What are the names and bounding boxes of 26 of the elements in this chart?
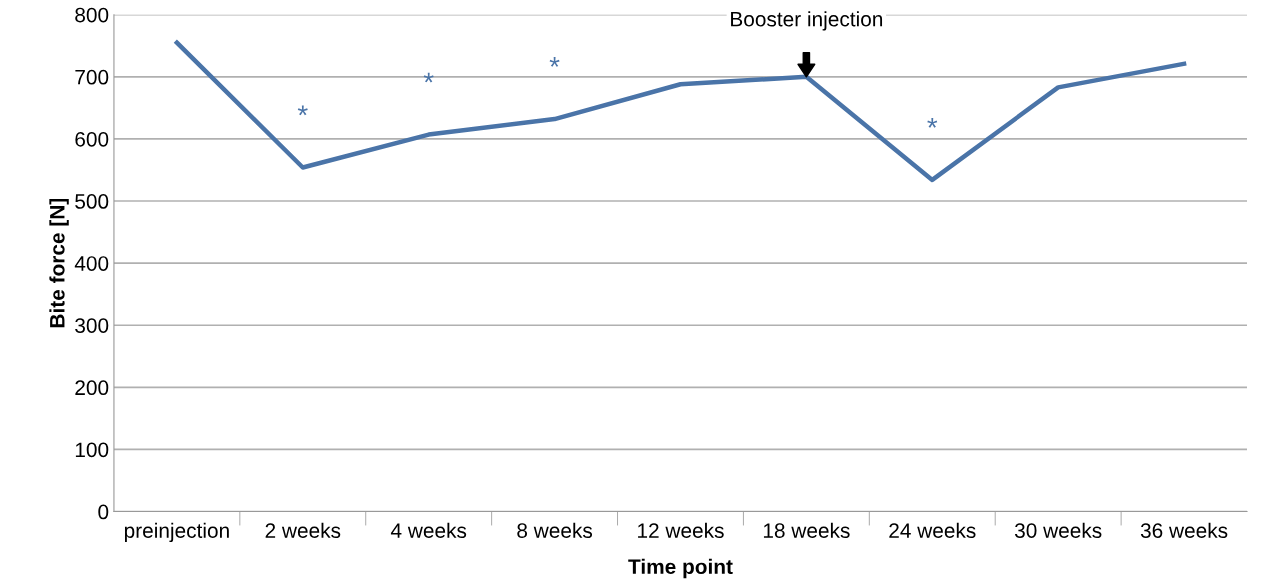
x-tick-label: 12 weeks (638, 522, 724, 538)
x-tick-label: 8 weeks (517, 522, 593, 538)
x-tick-label: 24 weeks (889, 522, 976, 538)
x-tick-label: 4 weeks (390, 522, 467, 538)
y-axis-title: Bite force [N] (49, 198, 69, 328)
y-tick-label: 300 (75, 318, 109, 333)
y-tick-label: 600 (75, 131, 109, 147)
x-tick-label: 36 weeks (1140, 522, 1228, 538)
y-tick-label: 100 (75, 442, 109, 458)
y-tick-label: 200 (75, 380, 109, 396)
annotation: Booster injection (731, 11, 883, 31)
y-tick-label: 400 (74, 256, 109, 271)
annotation: * (549, 57, 560, 67)
annotation: * (927, 117, 938, 128)
x-axis-title: Time point (628, 558, 733, 579)
x-tick-label: preinjection (124, 522, 229, 543)
x-tick-label: 2 weeks (265, 522, 341, 538)
line-series (174, 40, 1187, 183)
y-tick-label: 800 (75, 7, 109, 23)
annotation: * (297, 105, 308, 116)
y-tick-label: 700 (75, 69, 109, 85)
x-tick-label: 30 weeks (1014, 522, 1102, 538)
x-tick-label: 18 weeks (763, 522, 850, 538)
annotation: * (423, 72, 434, 83)
y-tick-label: 0 (98, 504, 109, 520)
y-tick-label: 500 (75, 194, 109, 209)
